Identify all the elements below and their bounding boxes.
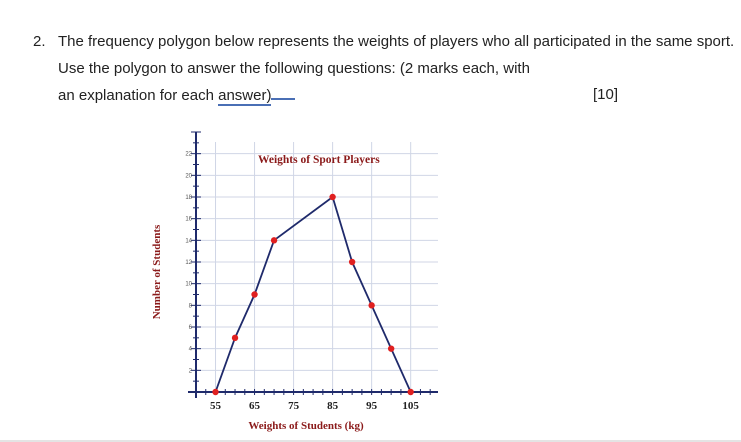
chart-title: Weights of Sport Players xyxy=(258,154,380,166)
question-text-line-2: Use the polygon to answer the following … xyxy=(58,60,530,77)
data-point xyxy=(231,334,239,342)
x-tick-label: 85 xyxy=(327,400,339,412)
data-point xyxy=(387,345,395,352)
y-tick-label: 4 xyxy=(189,347,193,353)
chart-markers xyxy=(212,193,414,396)
chart-svg: 2 4 6 8 10 12 14 16 18 20 22 55 65 75 85 95 105 Weights o… xyxy=(151,131,438,432)
chart-axes xyxy=(188,131,438,398)
x-tick-label: 55 xyxy=(210,400,222,412)
page-bottom-rule xyxy=(0,440,741,442)
y-tick-label: 8 xyxy=(189,303,193,309)
y-tick-label: 20 xyxy=(185,173,192,179)
y-tick-label: 6 xyxy=(189,325,193,331)
y-tick-label: 2 xyxy=(189,368,193,374)
y-tick-label: 18 xyxy=(185,195,192,201)
marks-label: [10] xyxy=(593,86,619,103)
frequency-polygon-chart: 2 4 6 8 10 12 14 16 18 20 22 55 65 75 85 95 105 Weights o… xyxy=(148,127,448,437)
data-point xyxy=(368,302,375,309)
chart-grid xyxy=(196,142,438,392)
data-point xyxy=(407,388,414,396)
y-tick-label: 12 xyxy=(185,260,192,266)
data-point xyxy=(329,193,336,201)
x-tick-label: 75 xyxy=(288,400,300,412)
y-tick-label: 10 xyxy=(185,282,192,288)
data-point xyxy=(348,258,356,266)
y-axis-label: Number of Students xyxy=(151,224,163,319)
x-tick-label: 65 xyxy=(249,400,261,412)
data-point xyxy=(251,291,258,298)
chart-labels: 2 4 6 8 10 12 14 16 18 20 22 55 65 75 85 95 105 Weights o… xyxy=(151,152,419,432)
question-text-line-3-prefix: an explanation for each xyxy=(58,87,219,104)
y-tick-label: 14 xyxy=(185,238,192,244)
question-text-line-3: an explanation for each answer) xyxy=(58,86,296,106)
answer-underline-tail xyxy=(271,86,296,100)
answer-word: answer) xyxy=(218,87,272,106)
x-tick-label: 105 xyxy=(402,400,419,412)
data-point xyxy=(270,237,278,244)
x-axis-label: Weights of Students (kg) xyxy=(248,420,364,432)
series-line xyxy=(214,195,412,393)
data-point xyxy=(212,388,219,396)
question-number: 2. xyxy=(33,33,46,50)
chart-series-line xyxy=(214,195,412,393)
y-tick-label: 16 xyxy=(185,217,192,223)
y-tick-label: 22 xyxy=(185,152,192,158)
question-text-line-1: The frequency polygon below represents t… xyxy=(58,33,735,50)
x-tick-label: 95 xyxy=(366,400,378,412)
